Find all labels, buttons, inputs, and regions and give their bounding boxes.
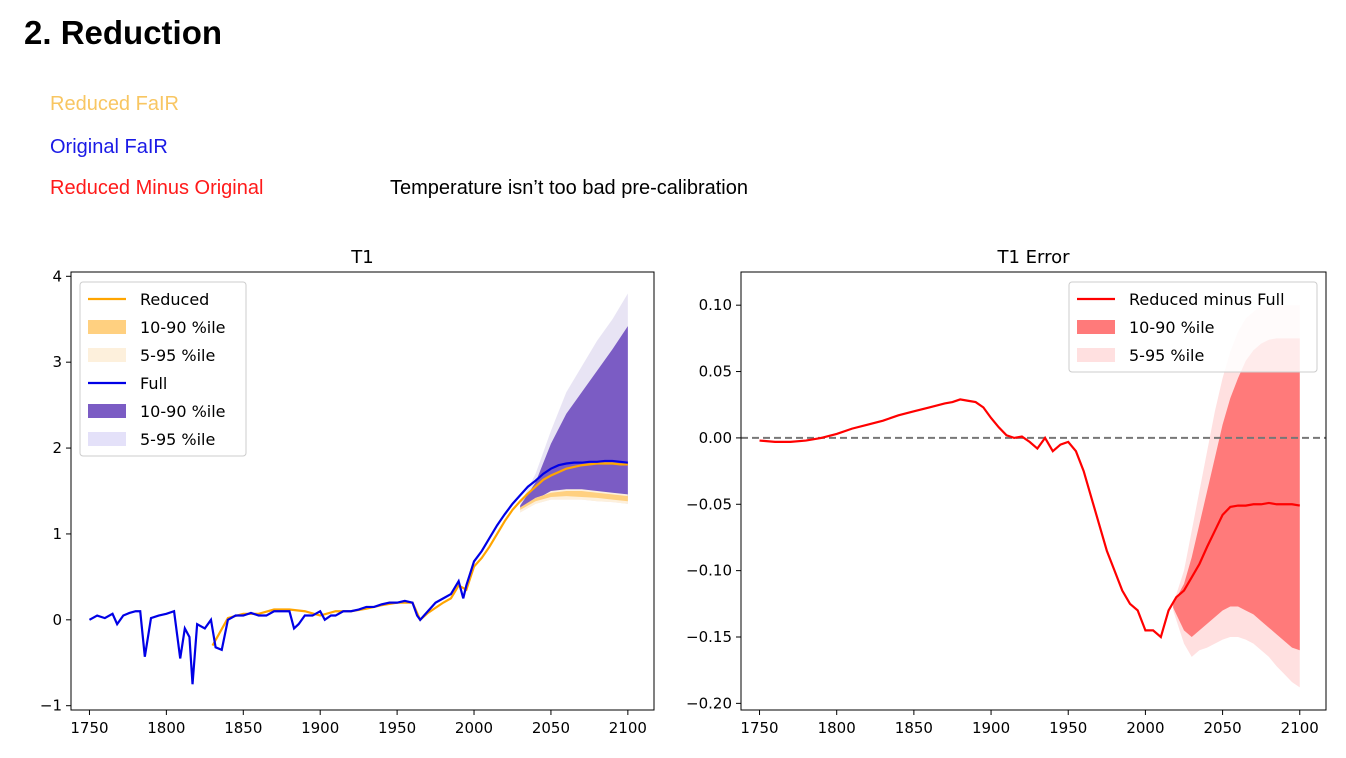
x-tick-label: 1750: [740, 719, 778, 737]
label-original-fair: Original FaIR: [50, 136, 168, 158]
y-tick-label: −1: [40, 697, 62, 715]
plot-area: [741, 305, 1326, 688]
legend-entry: 5-95 %ile: [1129, 346, 1204, 365]
x-tick-label: 1750: [70, 719, 108, 737]
x-tick-label: 2000: [1126, 719, 1164, 737]
x-tick-label: 1900: [972, 719, 1010, 737]
legend-patch-swatch: [88, 404, 126, 418]
chart-1: 1750 1800 1850 1900 1950 2000 2050 2100 −1 0 1 2 3 4 T…: [40, 247, 655, 737]
y-tick-label: 0.10: [699, 296, 732, 314]
y-tick-label: 0.00: [699, 429, 732, 447]
legend-entry: 5-95 %ile: [140, 430, 215, 449]
legend-entry: 10-90 %ile: [140, 402, 226, 421]
chart-title: T1: [350, 247, 373, 268]
x-tick-label: 1800: [147, 719, 185, 737]
chart-2: 1750 1800 1850 1900 1950 2000 2050 2100 −0.20 −0.…: [686, 247, 1327, 737]
y-tick-label: 3: [52, 353, 62, 371]
plot-area: [88, 293, 628, 685]
slide-title: 2. Reduction: [24, 14, 223, 51]
y-tick-label: 0.05: [699, 363, 732, 381]
x-tick-label: 1950: [378, 719, 416, 737]
y-tick-label: 4: [52, 267, 62, 285]
series-full-line: [88, 459, 628, 685]
band-reduced-10-90: [520, 491, 628, 510]
y-tick-label: −0.05: [686, 495, 732, 513]
x-tick-label: 2000: [455, 719, 493, 737]
legend-patch-swatch: [1077, 348, 1115, 362]
legend-patch-swatch: [88, 432, 126, 446]
legend-patch-swatch: [88, 348, 126, 362]
x-tick-label: 1900: [301, 719, 339, 737]
note-text: Temperature isn’t too bad pre-calibratio…: [390, 177, 748, 199]
y-tick-label: 0: [52, 611, 62, 629]
legend-patch-swatch: [88, 320, 126, 334]
y-tick-label: −0.20: [686, 694, 732, 712]
legend-entry: Reduced: [140, 290, 209, 309]
legend-entry: Reduced minus Full: [1129, 290, 1285, 309]
band-10-90: [1173, 338, 1300, 651]
legend-entry: 5-95 %ile: [140, 346, 215, 365]
x-tick-label: 1850: [895, 719, 933, 737]
x-tick-label: 1850: [224, 719, 262, 737]
legend-entry: 10-90 %ile: [1129, 318, 1215, 337]
x-tick-label: 1800: [818, 719, 856, 737]
x-tick-label: 2100: [609, 719, 647, 737]
y-tick-label: 1: [52, 525, 62, 543]
y-tick-label: −0.15: [686, 628, 732, 646]
axes-frame: [740, 271, 1327, 711]
legend-entry: Full: [140, 374, 167, 393]
label-reduced-minus-original: Reduced Minus Original: [50, 177, 264, 199]
label-reduced-fair: Reduced FaIR: [50, 93, 179, 115]
legend-entry: 10-90 %ile: [140, 318, 226, 337]
legend-box: [1068, 281, 1318, 373]
x-tick-label: 2100: [1281, 719, 1319, 737]
chart-title: T1 Error: [996, 247, 1070, 268]
x-tick-label: 2050: [532, 719, 570, 737]
x-tick-label: 2050: [1203, 719, 1241, 737]
x-tick-label: 1950: [1049, 719, 1087, 737]
axes-frame: [70, 271, 655, 711]
series-error-line: [759, 398, 1300, 639]
y-tick-label: 2: [52, 439, 62, 457]
legend-patch-swatch: [1077, 320, 1115, 334]
y-tick-label: −0.10: [686, 562, 732, 580]
